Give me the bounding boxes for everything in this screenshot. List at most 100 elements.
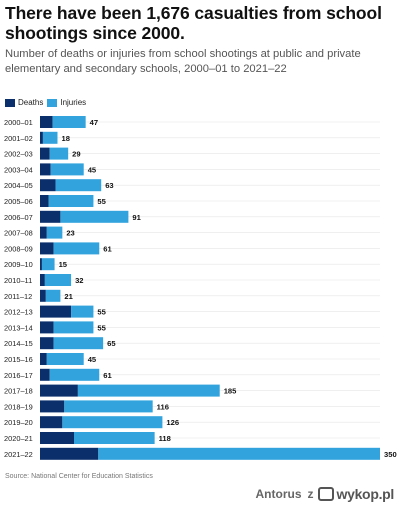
total-label: 55 xyxy=(97,197,106,206)
category-label: 2014–15 xyxy=(4,339,33,348)
category-label: 2011–12 xyxy=(4,292,32,301)
chart-subtitle: Number of deaths or injuries from school… xyxy=(5,48,361,75)
bar-deaths xyxy=(40,195,49,207)
bar-injuries xyxy=(41,258,55,271)
legend-swatch-deaths xyxy=(5,98,15,107)
bar-injuries xyxy=(74,432,155,444)
category-label: 2017–18 xyxy=(4,387,33,396)
category-label: 2012–13 xyxy=(4,308,33,317)
bar-injuries xyxy=(60,210,129,223)
total-label: 15 xyxy=(59,260,68,269)
category-label: 2020–21 xyxy=(4,434,33,443)
bar-deaths xyxy=(40,432,74,444)
legend-item-injuries: Injuries xyxy=(47,98,86,107)
category-label: 2002–03 xyxy=(4,150,33,159)
bar-deaths xyxy=(40,131,43,144)
watermark-user: Antorus xyxy=(255,487,302,501)
category-label: 2016–17 xyxy=(4,371,33,380)
legend-swatch-injuries xyxy=(47,98,58,107)
watermark-logo: wykop.pl xyxy=(336,486,395,502)
bar-injuries xyxy=(53,337,104,350)
legend: Deaths Injuries xyxy=(5,98,90,107)
bar-deaths xyxy=(40,368,50,381)
bar-injuries xyxy=(49,147,69,160)
bar-injuries xyxy=(46,353,84,365)
bar-deaths xyxy=(40,400,65,413)
bar-deaths xyxy=(40,305,72,318)
total-label: 23 xyxy=(66,229,74,238)
total-label: 45 xyxy=(88,355,97,364)
bar-deaths xyxy=(40,179,56,192)
total-label: 65 xyxy=(107,339,116,348)
bar-deaths xyxy=(40,353,47,365)
bar-deaths xyxy=(40,226,47,239)
stacked-bar-chart: 2000–01 47 2001–02 18 2002–03 29 2003–04 45 2004… xyxy=(4,116,397,460)
total-label: 55 xyxy=(97,323,106,332)
category-label: 2008–09 xyxy=(4,244,33,253)
bar-injuries xyxy=(71,305,94,318)
total-label: 61 xyxy=(103,244,112,253)
total-label: 185 xyxy=(224,387,237,396)
total-label: 350 xyxy=(384,450,397,459)
bar-deaths xyxy=(40,416,63,429)
bar-injuries xyxy=(42,131,58,144)
bar-deaths xyxy=(40,116,53,128)
bar-deaths xyxy=(40,210,61,223)
source-note: Source: National Center for Education St… xyxy=(5,473,153,480)
category-label: 2009–10 xyxy=(4,260,33,269)
bar-deaths xyxy=(40,384,78,397)
category-label: 2003–04 xyxy=(4,165,33,174)
bar-injuries xyxy=(46,226,63,239)
bar-deaths xyxy=(40,447,99,460)
bar-deaths xyxy=(40,258,42,271)
bar-deaths xyxy=(40,289,46,302)
legend-item-deaths: Deaths xyxy=(5,98,43,107)
chart-title: There have been 1,676 casualties from sc… xyxy=(5,3,382,43)
bar-injuries xyxy=(44,274,72,286)
category-label: 2004–05 xyxy=(4,181,33,190)
category-label: 2007–08 xyxy=(4,229,33,238)
category-label: 2001–02 xyxy=(4,134,33,143)
category-label: 2018–19 xyxy=(4,402,33,411)
bar-injuries xyxy=(49,368,100,381)
bar-injuries xyxy=(77,384,220,397)
total-label: 45 xyxy=(88,165,97,174)
category-label: 2000–01 xyxy=(4,118,33,127)
legend-label-injuries: Injuries xyxy=(60,98,87,107)
bar-deaths xyxy=(40,274,45,286)
category-label: 2019–20 xyxy=(4,418,33,427)
bar-injuries xyxy=(62,416,163,429)
category-label: 2010–11 xyxy=(4,276,32,285)
bar-injuries xyxy=(45,289,61,302)
bar-injuries xyxy=(98,447,381,460)
bar-injuries xyxy=(48,195,94,207)
total-label: 126 xyxy=(166,418,179,427)
category-label: 2021–22 xyxy=(4,450,33,459)
category-label: 2013–14 xyxy=(4,323,33,332)
bar-deaths xyxy=(40,242,54,255)
total-label: 61 xyxy=(103,371,112,380)
watermark: Antorus z wykop.pl xyxy=(256,486,395,502)
bar-deaths xyxy=(40,321,54,334)
legend-label-deaths: Deaths xyxy=(18,98,44,107)
wykop-logo-icon xyxy=(317,487,334,501)
total-label: 55 xyxy=(97,308,106,317)
total-label: 47 xyxy=(90,118,98,127)
bar-deaths xyxy=(40,147,50,160)
total-label: 91 xyxy=(132,213,141,222)
bar-injuries xyxy=(53,242,100,255)
bar-injuries xyxy=(53,321,94,334)
total-label: 21 xyxy=(64,292,73,301)
category-label: 2006–07 xyxy=(4,213,33,222)
total-label: 29 xyxy=(72,150,80,159)
bar-deaths xyxy=(40,163,51,176)
bar-deaths xyxy=(40,337,54,350)
category-label: 2015–16 xyxy=(4,355,33,364)
bar-injuries xyxy=(55,179,102,192)
total-label: 32 xyxy=(75,276,83,285)
total-label: 63 xyxy=(105,181,113,190)
bar-injuries xyxy=(52,116,86,128)
watermark-z: z xyxy=(307,487,314,501)
bar-injuries xyxy=(50,163,84,176)
bar-injuries xyxy=(64,400,153,413)
